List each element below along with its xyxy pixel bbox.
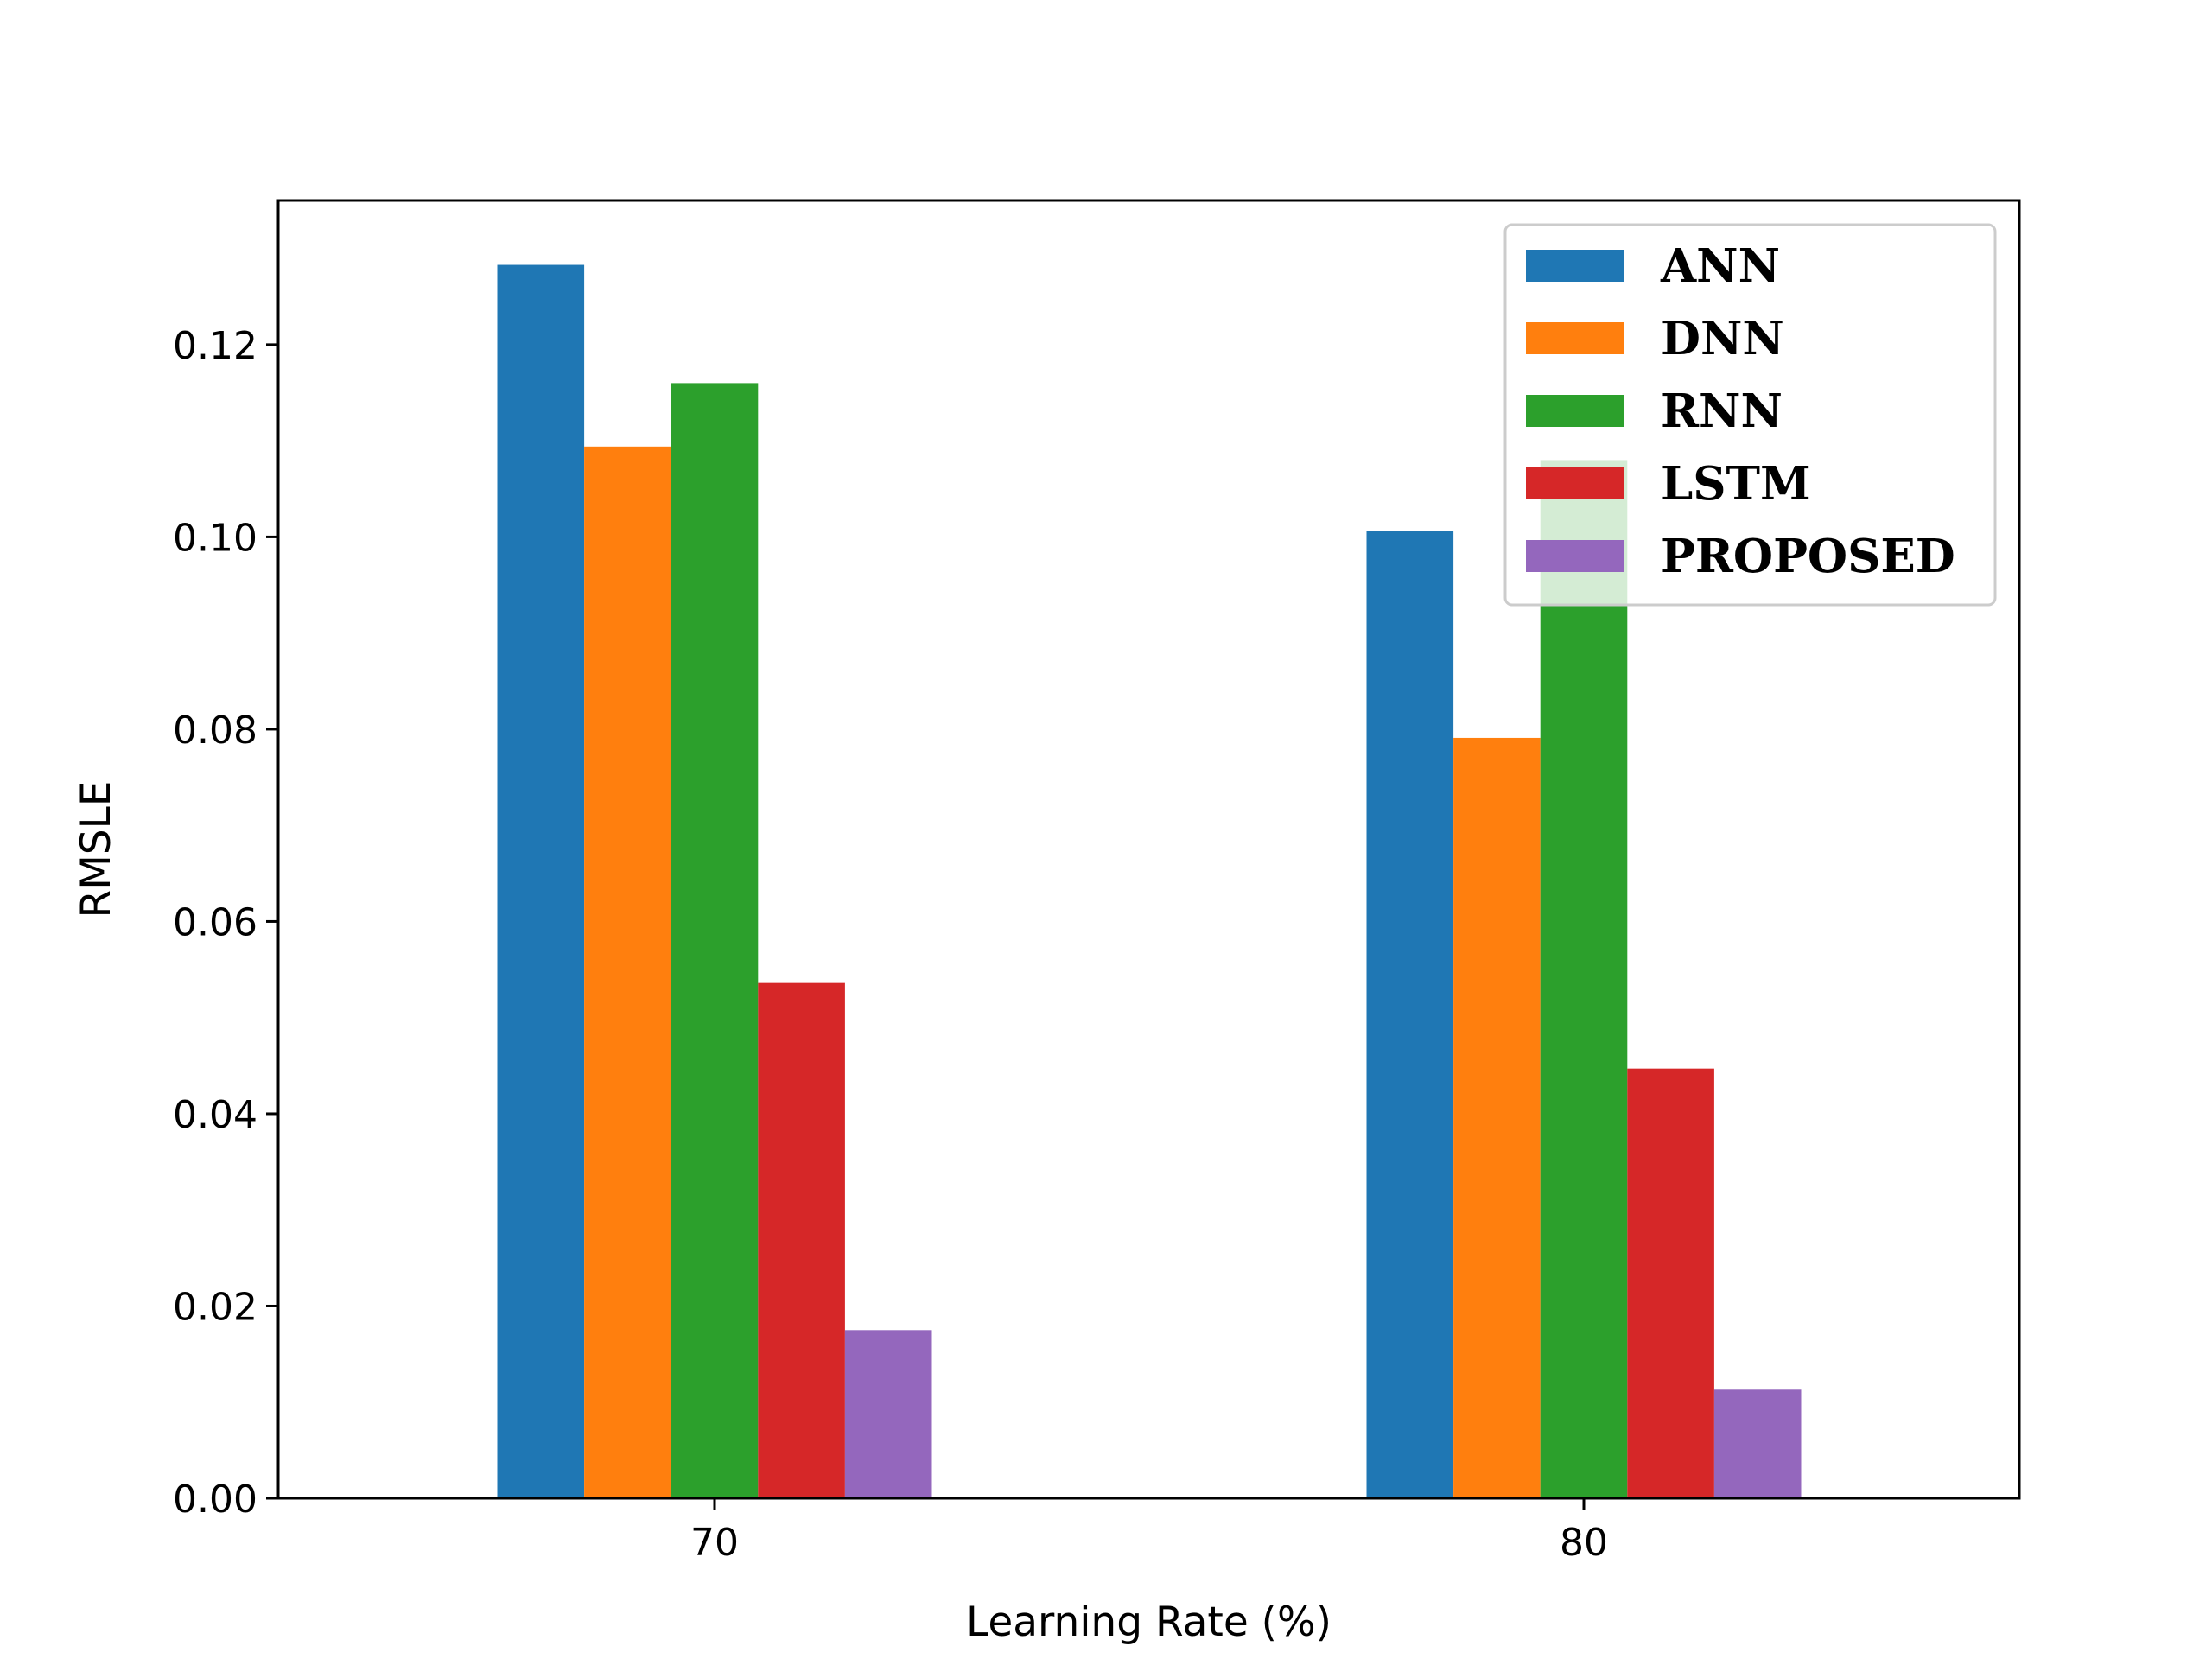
bar-dnn-70 <box>584 446 671 1498</box>
y-tick-label: 0.06 <box>173 900 257 944</box>
bars-group <box>497 264 1802 1498</box>
y-tick-label: 0.04 <box>173 1093 257 1137</box>
bar-proposed-80 <box>1713 1389 1802 1498</box>
bar-ann-80 <box>1366 531 1454 1498</box>
bar-rnn-80 <box>1540 460 1628 1498</box>
legend-label-rnn: RNN <box>1661 385 1783 438</box>
y-tick-label: 0.08 <box>173 709 257 753</box>
bar-ann-70 <box>497 264 585 1498</box>
legend-label-ann: ANN <box>1660 239 1780 293</box>
x-axis: 70 80 <box>690 1498 1608 1565</box>
bar-lstm-70 <box>758 982 845 1498</box>
legend-swatch-proposed <box>1526 540 1624 572</box>
y-tick-label: 0.02 <box>173 1285 257 1329</box>
legend-swatch-rnn <box>1526 395 1624 427</box>
legend-swatch-dnn <box>1526 322 1624 354</box>
legend-label-dnn: DNN <box>1661 312 1784 365</box>
legend-label-lstm: LSTM <box>1661 457 1811 511</box>
legend-swatch-ann <box>1526 250 1624 282</box>
legend: ANN DNN RNN LSTM PROPOSED <box>1503 223 1997 607</box>
x-tick-label: 80 <box>1560 1521 1608 1565</box>
y-axis-label: RMSLE <box>73 781 120 918</box>
bar-lstm-80 <box>1627 1068 1714 1498</box>
bar-rnn-70 <box>671 383 759 1498</box>
legend-box <box>1503 223 1997 607</box>
bar-proposed-70 <box>844 1330 932 1498</box>
y-tick-label: 0.00 <box>173 1478 257 1522</box>
y-tick-label: 0.12 <box>173 324 257 368</box>
x-axis-label: Learning Rate (%) <box>966 1599 1332 1646</box>
y-axis: 0.00 0.02 0.04 0.06 0.08 0.10 0.12 <box>173 324 278 1522</box>
x-tick-label: 70 <box>690 1521 739 1565</box>
legend-swatch-lstm <box>1526 467 1624 499</box>
plot-frame <box>276 199 2021 1500</box>
y-tick-label: 0.10 <box>173 516 257 560</box>
legend-label-proposed: PROPOSED <box>1661 530 1955 583</box>
bar-dnn-80 <box>1453 737 1541 1498</box>
